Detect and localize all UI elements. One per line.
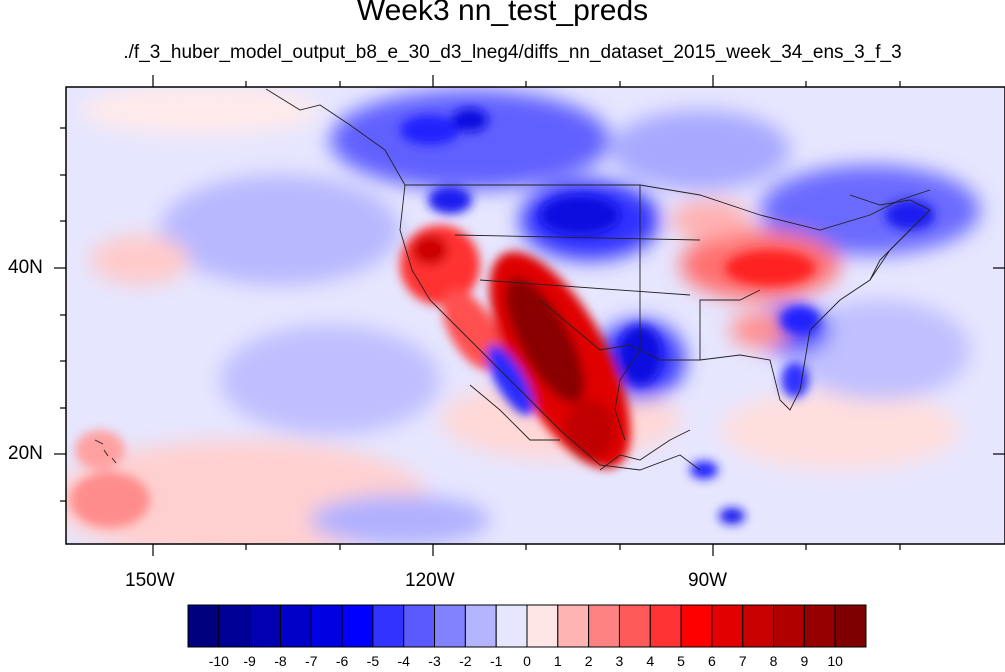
colorbar-label: -5 bbox=[366, 653, 380, 669]
colorbar-label: -4 bbox=[397, 653, 410, 669]
colorbar-label: 9 bbox=[800, 653, 809, 669]
colorbar-label: 1 bbox=[553, 653, 562, 669]
colorbar-label: -7 bbox=[305, 653, 318, 669]
colorbar-box bbox=[834, 604, 867, 648]
colorbar-label: 10 bbox=[827, 653, 843, 669]
y-axis-ticks bbox=[54, 127, 1005, 502]
colorbar-label: -9 bbox=[243, 653, 256, 669]
strong-anomaly-regions bbox=[70, 108, 935, 528]
colorbar-box bbox=[742, 604, 775, 648]
colorbar-label: -8 bbox=[274, 653, 287, 669]
colorbar-label: 3 bbox=[615, 653, 624, 669]
anomaly-field bbox=[66, 87, 1005, 544]
colorbar bbox=[187, 604, 867, 648]
map-title: Week3 nn_test_preds bbox=[356, 0, 649, 27]
map-subtitle: ./f_3_huber_model_output_b8_e_30_d3_lneg… bbox=[123, 42, 902, 63]
colorbar-box bbox=[773, 604, 805, 648]
x-tick-label: 150W bbox=[125, 570, 175, 591]
colorbar-box bbox=[187, 604, 220, 648]
colorbar-box bbox=[341, 604, 374, 648]
colorbar-box bbox=[310, 604, 343, 648]
colorbar-label: -10 bbox=[208, 653, 229, 669]
colorbar-label: 6 bbox=[708, 653, 716, 669]
colorbar-box bbox=[649, 604, 682, 648]
colorbar-box bbox=[372, 604, 405, 648]
colorbar-box bbox=[618, 604, 651, 648]
colorbar-box bbox=[711, 604, 744, 648]
colorbar-label: -1 bbox=[489, 653, 503, 669]
colorbar-box bbox=[464, 604, 497, 648]
colorbar-box bbox=[803, 604, 836, 648]
colorbar-box bbox=[434, 604, 466, 648]
colorbar-box bbox=[680, 604, 713, 648]
x-tick-label: 120W bbox=[405, 570, 455, 591]
colorbar-box bbox=[403, 604, 436, 648]
y-tick-label: 20N bbox=[8, 443, 43, 464]
colorbar-box bbox=[526, 604, 559, 648]
colorbar-box bbox=[279, 604, 312, 648]
colorbar-label: 2 bbox=[584, 653, 593, 669]
colorbar-label: 8 bbox=[769, 653, 778, 669]
x-tick-label: 90W bbox=[688, 570, 728, 591]
colorbar-box bbox=[588, 604, 620, 648]
colorbar-label: 4 bbox=[646, 653, 655, 669]
colorbar-label: 5 bbox=[677, 653, 685, 669]
x-axis-ticks bbox=[152, 75, 901, 556]
coastlines-and-borders bbox=[94, 88, 931, 471]
y-tick-label: 40N bbox=[8, 257, 43, 278]
colorbar-label: -2 bbox=[459, 653, 472, 669]
colorbar-box bbox=[495, 604, 528, 648]
colorbar-label: 7 bbox=[738, 653, 747, 669]
colorbar-box bbox=[557, 604, 590, 648]
colorbar-label: -3 bbox=[428, 653, 441, 669]
colorbar-label: 0 bbox=[523, 653, 531, 669]
colorbar-box bbox=[249, 604, 281, 648]
colorbar-box bbox=[218, 604, 251, 648]
colorbar-label: -6 bbox=[335, 653, 349, 669]
